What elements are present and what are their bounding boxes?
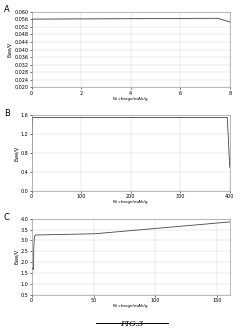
- Text: A: A: [4, 6, 10, 15]
- Y-axis label: Ewe/V: Ewe/V: [7, 42, 12, 57]
- Y-axis label: Ewe/V: Ewe/V: [14, 249, 18, 264]
- X-axis label: Ni charge/mAh/g: Ni charge/mAh/g: [114, 97, 148, 101]
- X-axis label: Ni charge/mAh/g: Ni charge/mAh/g: [114, 200, 148, 204]
- Text: C: C: [4, 213, 10, 222]
- Text: B: B: [4, 109, 10, 118]
- Y-axis label: Ewe/V: Ewe/V: [14, 146, 18, 161]
- X-axis label: Ni charge/mAh/g: Ni charge/mAh/g: [114, 304, 148, 308]
- Text: FIG.3: FIG.3: [120, 320, 144, 328]
